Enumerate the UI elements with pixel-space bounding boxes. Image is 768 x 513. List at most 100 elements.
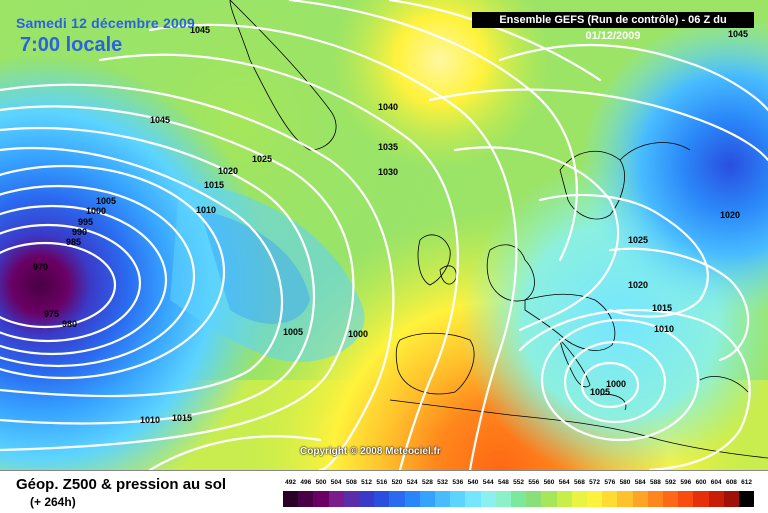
scale-swatch [313,491,329,507]
scale-tick-label: 572 [589,479,601,486]
isobar-label: 1030 [378,167,398,177]
isobar-label: 1035 [378,142,398,152]
scale-swatch [556,491,572,507]
scale-swatch [723,491,739,507]
scale-swatch [617,491,633,507]
forecast-date: Samedi 12 décembre 2009 [16,15,195,31]
scale-swatch [450,491,466,507]
scale-tick-label: 580 [619,479,631,486]
isobar-label: 1005 [96,196,116,206]
scale-swatch [480,491,496,507]
scale-swatch [419,491,435,507]
forecast-map: 1045 1045 1040 1035 1030 1025 1020 1015 … [0,0,768,470]
isobar-label: 1025 [628,235,648,245]
isobar-label: 1010 [654,324,674,334]
scale-swatch [404,491,420,507]
scale-tick-label: 576 [604,479,616,486]
isobar-label: 1020 [218,166,238,176]
scale-tick-label: 532 [437,479,449,486]
isobars [0,0,768,470]
scale-tick-label: 600 [695,479,707,486]
isobar-label: 1010 [140,415,160,425]
scale-tick-label: 512 [361,479,373,486]
scale-swatch [328,491,344,507]
scale-swatch [663,491,679,507]
isobar-label: 1020 [720,210,740,220]
scale-tick-label: 492 [285,479,297,486]
scale-tick-label: 552 [513,479,525,486]
scale-swatch [678,491,694,507]
scale-swatch [435,491,451,507]
isobar-label: 1010 [196,205,216,215]
scale-swatch [389,491,405,507]
legend-footer: Géop. Z500 & pression au sol (+ 264h) 49… [0,470,768,513]
scale-swatch [283,491,299,507]
isobar-label: 1025 [252,154,272,164]
scale-tick-label: 500 [315,479,327,486]
scale-tick-label: 496 [300,479,312,486]
scale-tick-label: 560 [543,479,555,486]
isobar-label: 1020 [628,280,648,290]
isobar-labels: 1045 1045 1040 1035 1030 1025 1020 1015 … [33,25,748,425]
scale-tick-label: 588 [649,479,661,486]
model-run-info: Ensemble GEFS (Run de contrôle) - 06 Z d… [472,12,754,42]
isobar-label: 1005 [590,387,610,397]
scale-tick-label: 568 [573,479,585,486]
isobar-label: 975 [44,309,59,319]
forecast-time: 7:00 locale [20,34,123,56]
scale-swatch [359,491,375,507]
isobar-label: 1000 [86,206,106,216]
scale-swatch [465,491,481,507]
isobar-label: 1040 [378,102,398,112]
scale-swatch [602,491,618,507]
scale-swatch [708,491,724,507]
isobar-label: 1045 [150,115,170,125]
scale-tick-label: 596 [680,479,692,486]
isobar-label: 990 [72,227,87,237]
scale-swatch [587,491,603,507]
legend-subtitle: (+ 264h) [30,495,76,509]
isobar-label: 1045 [190,25,210,35]
scale-tick-label: 544 [482,479,494,486]
scale-swatch [739,491,755,507]
scale-tick-label: 592 [665,479,677,486]
scale-tick-label: 504 [330,479,342,486]
scale-tick-label: 608 [725,479,737,486]
scale-swatch [343,491,359,507]
isobar-label: 1015 [172,413,192,423]
scale-tick-label: 548 [497,479,509,486]
scale-swatch [374,491,390,507]
scale-tick-label: 584 [634,479,646,486]
scale-tick-label: 604 [710,479,722,486]
scale-tick-label: 612 [741,479,753,486]
scale-swatch [647,491,663,507]
isobar-label: 1015 [204,180,224,190]
scale-tick-label: 524 [406,479,418,486]
isobar-label: 980 [62,319,77,329]
isobar-label: 1015 [652,303,672,313]
isobar-label: 985 [66,237,81,247]
scale-tick-label: 556 [528,479,540,486]
scale-swatch [511,491,527,507]
scale-tick-label: 516 [376,479,388,486]
scale-swatch [693,491,709,507]
color-scale: 492 496 500 504 508 512 516 520 524 528 532 536 540 5… [283,479,755,509]
isobar-label: 1000 [606,379,626,389]
copyright-notice: Copyright © 2008 Meteociel.fr [300,446,441,457]
scale-swatch [632,491,648,507]
isobar-label: 995 [78,217,93,227]
scale-swatch [541,491,557,507]
scale-tick-label: 540 [467,479,479,486]
isobar-label: 970 [33,262,48,272]
scale-tick-label: 528 [421,479,433,486]
isobar-label: 1000 [348,329,368,339]
scale-swatch [526,491,542,507]
scale-tick-label: 564 [558,479,570,486]
scale-tick-label: 536 [452,479,464,486]
scale-swatch [495,491,511,507]
isobar-label: 1045 [728,29,748,39]
scale-swatch [298,491,314,507]
scale-tick-label: 508 [345,479,357,486]
isobar-label: 1005 [283,327,303,337]
